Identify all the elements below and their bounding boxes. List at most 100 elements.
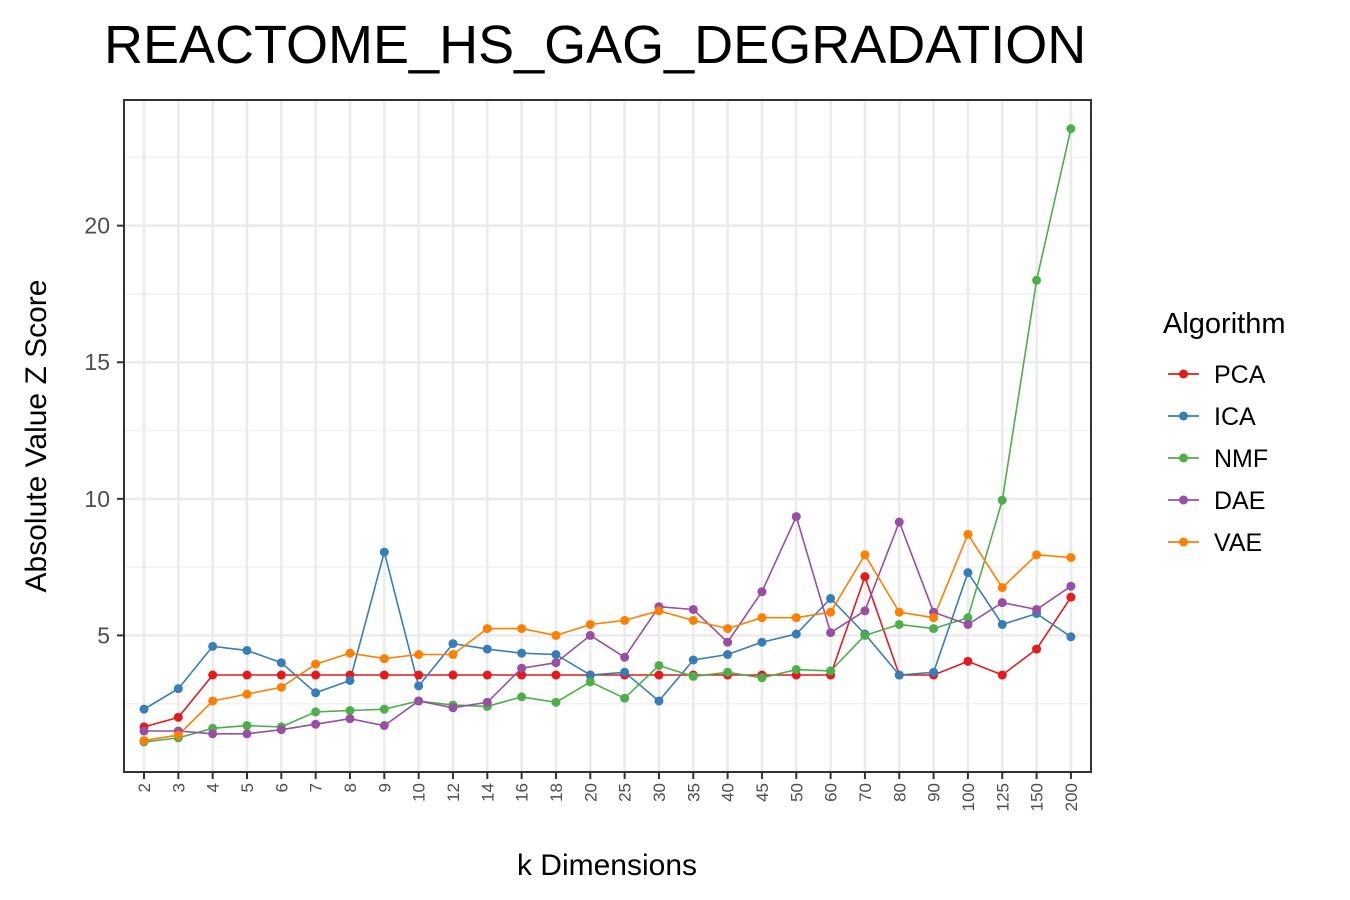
data-point-ica [414,681,424,691]
data-point-pca [551,670,561,680]
x-tick-label: 6 [272,783,291,792]
x-tick-label: 25 [616,783,635,802]
data-point-dae [242,729,252,739]
data-point-ica [620,667,630,677]
series-line-dae [144,514,1072,735]
legend-label: ICA [1214,403,1256,431]
y-tick-label: 20 [84,213,110,239]
data-point-ica [242,645,252,655]
data-point-nmf [791,665,801,675]
x-tick-label: 14 [478,783,497,802]
x-tick-label: 90 [925,783,944,802]
legend-label: VAE [1214,529,1262,557]
data-point-dae [208,729,218,739]
data-point-vae [860,550,870,560]
chart-title: REACTOME_HS_GAG_DEGRADATION [104,15,1086,75]
data-point-nmf [379,704,389,714]
data-point-vae [311,659,321,669]
data-point-dae [379,721,389,731]
data-point-vae [173,730,183,740]
plot-panel [124,100,1091,772]
data-point-nmf [551,697,561,707]
y-tick-label: 15 [84,349,110,375]
plot-border [123,99,1092,773]
x-tick-label: 3 [169,783,188,792]
data-point-nmf [585,677,595,687]
data-point-dae [311,719,321,729]
y-tick-label: 5 [97,622,110,648]
x-tick-label: 12 [444,783,463,802]
data-point-ica [173,684,183,694]
data-point-vae [963,529,973,539]
data-point-nmf [242,721,252,731]
data-point-ica [585,670,595,680]
data-point-pca [997,670,1007,680]
data-point-pca [482,670,492,680]
data-point-ica [448,639,458,649]
x-tick-label: 10 [410,783,429,802]
data-point-nmf [723,667,733,677]
data-point-ica [826,594,836,604]
legend-key-point [1179,495,1188,505]
data-point-ica [139,704,149,714]
data-point-ica [311,688,321,698]
data-point-nmf [654,660,664,670]
data-point-pca [276,670,286,680]
x-tick-label: 7 [307,783,326,792]
data-point-ica [379,547,389,557]
data-point-nmf [620,693,630,703]
data-point-vae [345,648,355,658]
data-point-dae [517,663,527,673]
x-tick-label: 5 [238,783,257,792]
data-point-pca [173,712,183,722]
data-point-vae [688,615,698,625]
x-tick-label: 20 [581,783,600,802]
data-point-nmf [688,671,698,681]
x-tick-label: 40 [719,783,738,802]
data-point-vae [894,607,904,617]
data-point-nmf [860,630,870,640]
data-point-pca [1066,592,1076,602]
x-tick-label: 45 [753,783,772,802]
legend-key-point [1179,369,1188,379]
data-point-dae [414,696,424,706]
legend: Algorithm PCA ICA NMF DAE VAE [1163,308,1286,557]
data-point-vae [1032,550,1042,560]
x-tick-label: 150 [1028,783,1047,811]
data-series [139,124,1076,747]
data-point-dae [345,714,355,724]
data-point-dae [448,703,458,713]
data-point-vae [379,654,389,664]
data-point-vae [414,650,424,660]
data-point-vae [997,583,1007,593]
data-point-dae [688,604,698,614]
data-point-nmf [311,707,321,717]
data-point-nmf [997,495,1007,505]
data-point-ica [757,637,767,647]
data-point-dae [551,658,561,668]
x-tick-label: 8 [341,783,360,792]
series-line-ica [143,548,1072,710]
legend-key-point [1179,453,1188,463]
data-point-ica [517,648,527,658]
series-line-vae [143,532,1071,742]
data-point-vae [654,606,664,616]
x-tick-label: 125 [993,783,1012,811]
data-point-vae [482,624,492,634]
data-point-ica [482,644,492,654]
data-point-nmf [757,673,767,683]
data-point-vae [448,650,458,660]
x-tick-label: 30 [650,783,669,802]
data-point-ica [997,619,1007,629]
data-point-vae [585,619,595,629]
x-tick-label: 50 [787,783,806,802]
data-point-nmf [517,692,527,702]
data-point-vae [276,682,286,692]
y-axis-title: Absolute Value Z Score [20,280,53,593]
data-point-dae [997,598,1007,608]
legend-key-point [1179,411,1188,421]
data-point-vae [826,607,836,617]
data-point-vae [723,624,733,634]
